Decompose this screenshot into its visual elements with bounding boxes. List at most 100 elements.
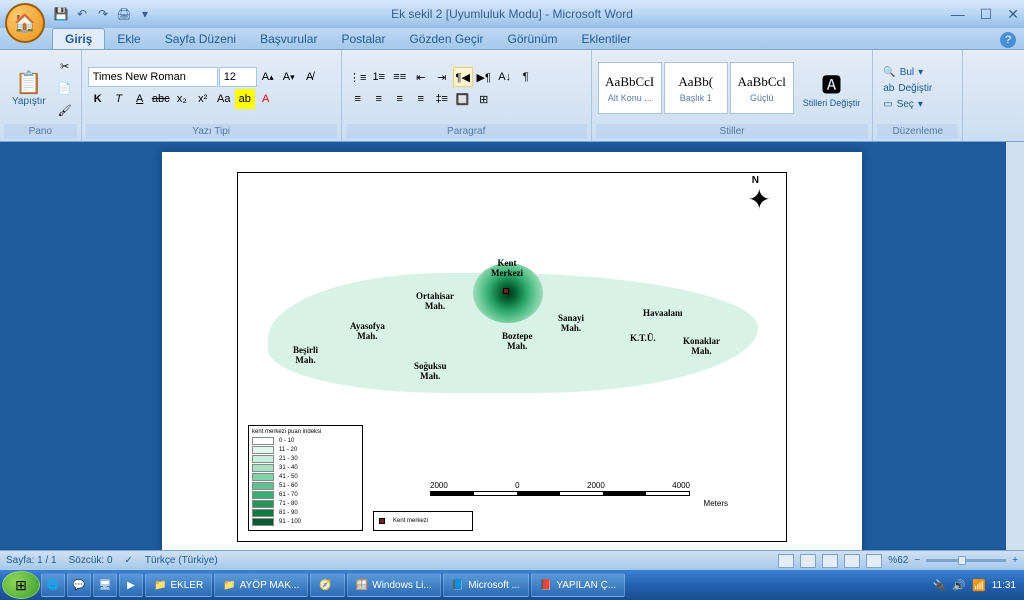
taskbar-item-3[interactable]: 🪟Windows Li...	[347, 573, 441, 597]
borders-button[interactable]: ⊞	[474, 89, 494, 109]
tab-view[interactable]: Görünüm	[496, 29, 570, 49]
status-bar: Sayfa: 1 / 1 Sözcük: 0 ✓ Türkçe (Türkiye…	[0, 550, 1024, 570]
save-icon[interactable]: 💾	[52, 5, 70, 23]
tray-safely-remove-icon[interactable]: 🔌	[933, 579, 947, 592]
help-button[interactable]: ?	[1000, 32, 1016, 48]
bold-button[interactable]: K	[88, 89, 108, 109]
underline-button[interactable]: A	[130, 89, 150, 109]
superscript-button[interactable]: x²	[193, 89, 213, 109]
ql-ie[interactable]: 🌐	[41, 573, 65, 597]
replace-button[interactable]: abDeğiştir	[879, 81, 936, 96]
increase-indent-button[interactable]: ⇥	[432, 67, 452, 87]
strike-button[interactable]: abc	[151, 89, 171, 109]
legend: kent merkezi puan indeksi 0 - 1011 - 202…	[248, 425, 363, 531]
close-button[interactable]: ✕	[1007, 6, 1019, 23]
style-item-1[interactable]: AaBb(Başlık 1	[664, 62, 728, 114]
format-painter-button[interactable]: 🖌	[55, 100, 75, 120]
font-color-button[interactable]: A	[256, 89, 276, 109]
tray-network-icon[interactable]: 📶	[972, 579, 986, 592]
taskbar-item-4[interactable]: 📘Microsoft ...	[443, 573, 529, 597]
show-marks-button[interactable]: ¶	[516, 67, 536, 87]
print-layout-view[interactable]	[778, 554, 794, 568]
maximize-button[interactable]: ☐	[980, 6, 993, 23]
spell-check-icon[interactable]: ✓	[125, 555, 133, 566]
taskbar-item-5[interactable]: 📕YAPILAN Ç...	[531, 573, 625, 597]
ql-skype[interactable]: 💬	[67, 573, 91, 597]
zoom-slider[interactable]	[926, 559, 1006, 562]
font-size-select[interactable]	[219, 67, 257, 87]
shrink-font-button[interactable]: A▾	[279, 67, 299, 87]
group-editing: 🔍Bul ▾ abDeğiştir ▭Seç ▾ Düzenleme	[873, 50, 963, 141]
ql-media[interactable]: ▶	[119, 573, 143, 597]
ql-desktop[interactable]: 🖥	[93, 573, 117, 597]
qat-dropdown-icon[interactable]: ▾	[136, 5, 154, 23]
tab-insert[interactable]: Ekle	[105, 29, 152, 49]
place-label-6: SanayiMah.	[558, 313, 584, 333]
zoom-in-button[interactable]: +	[1012, 555, 1018, 566]
outline-view[interactable]	[844, 554, 860, 568]
align-right-button[interactable]: ≡	[390, 89, 410, 109]
italic-button[interactable]: T	[109, 89, 129, 109]
tab-addins[interactable]: Eklentiler	[570, 29, 643, 49]
font-family-select[interactable]	[88, 67, 218, 87]
scale-label-0: 2000	[430, 481, 448, 490]
ltr-button[interactable]: ¶◀	[453, 67, 473, 87]
zoom-level[interactable]: %62	[888, 555, 908, 566]
zoom-out-button[interactable]: −	[914, 555, 920, 566]
clock[interactable]: 11:31	[992, 580, 1016, 591]
compass-north-label: N	[752, 175, 759, 186]
multilevel-button[interactable]: ≡≡	[390, 67, 410, 87]
vertical-scrollbar[interactable]	[1006, 142, 1024, 557]
align-center-button[interactable]: ≡	[369, 89, 389, 109]
decrease-indent-button[interactable]: ⇤	[411, 67, 431, 87]
undo-icon[interactable]: ↶	[73, 5, 91, 23]
map-frame: ✦ N KentMerkeziOrtahisarMah.AyasofyaMah.…	[237, 172, 787, 542]
minimize-button[interactable]: —	[951, 6, 965, 23]
find-button[interactable]: 🔍Bul ▾	[879, 65, 936, 80]
line-spacing-button[interactable]: ‡≡	[432, 89, 452, 109]
align-left-button[interactable]: ≡	[348, 89, 368, 109]
shading-button[interactable]: 🔲	[453, 89, 473, 109]
clear-format-button[interactable]: A̸	[300, 67, 320, 87]
tab-references[interactable]: Başvurular	[248, 29, 329, 49]
bullets-button[interactable]: ⋮≡	[348, 67, 368, 87]
change-styles-button[interactable]: 🅰 Stilleri Değiştir	[797, 67, 867, 110]
scale-bar: 2000020004000 Meters	[430, 481, 690, 496]
taskbar-item-0[interactable]: 📁EKLER	[145, 573, 212, 597]
highlight-button[interactable]: ab	[235, 89, 255, 109]
full-screen-view[interactable]	[800, 554, 816, 568]
grow-font-button[interactable]: A▴	[258, 67, 278, 87]
justify-button[interactable]: ≡	[411, 89, 431, 109]
rtl-button[interactable]: ▶¶	[474, 67, 494, 87]
style-item-0[interactable]: AaBbCcIAlt Konu ...	[598, 62, 662, 114]
place-label-7: Havaalanı	[643, 308, 683, 318]
tab-review[interactable]: Gözden Geçir	[397, 29, 495, 49]
copy-button[interactable]: 📄	[55, 78, 75, 98]
draft-view[interactable]	[866, 554, 882, 568]
web-layout-view[interactable]	[822, 554, 838, 568]
print-icon[interactable]: 🖨	[115, 5, 133, 23]
tab-layout[interactable]: Sayfa Düzeni	[153, 29, 248, 49]
page-status[interactable]: Sayfa: 1 / 1	[6, 555, 57, 566]
word-count[interactable]: Sözcük: 0	[69, 555, 113, 566]
editing-label: Düzenleme	[877, 124, 958, 139]
taskbar-item-1[interactable]: 📁AYÖP MAK...	[214, 573, 308, 597]
cut-button[interactable]: ✂	[55, 56, 75, 76]
subscript-button[interactable]: x₂	[172, 89, 192, 109]
paste-button[interactable]: 📋 Yapıştır	[6, 68, 52, 109]
tray-volume-icon[interactable]: 🔊	[952, 579, 966, 592]
language-status[interactable]: Türkçe (Türkiye)	[145, 555, 218, 566]
style-item-2[interactable]: AaBbCclGüçlü	[730, 62, 794, 114]
office-button[interactable]: 🏠	[5, 3, 45, 43]
select-button[interactable]: ▭Seç ▾	[879, 97, 936, 112]
tab-home[interactable]: Giriş	[52, 28, 105, 49]
tab-mailings[interactable]: Postalar	[329, 29, 397, 49]
start-button[interactable]: ⊞	[2, 571, 40, 599]
sort-button[interactable]: A↓	[495, 67, 515, 87]
scale-label-2: 2000	[587, 481, 605, 490]
change-case-button[interactable]: Aa	[214, 89, 234, 109]
taskbar-item-2[interactable]: 🧭	[310, 573, 344, 597]
redo-icon[interactable]: ↷	[94, 5, 112, 23]
numbering-button[interactable]: 1≡	[369, 67, 389, 87]
replace-icon: ab	[883, 83, 894, 94]
